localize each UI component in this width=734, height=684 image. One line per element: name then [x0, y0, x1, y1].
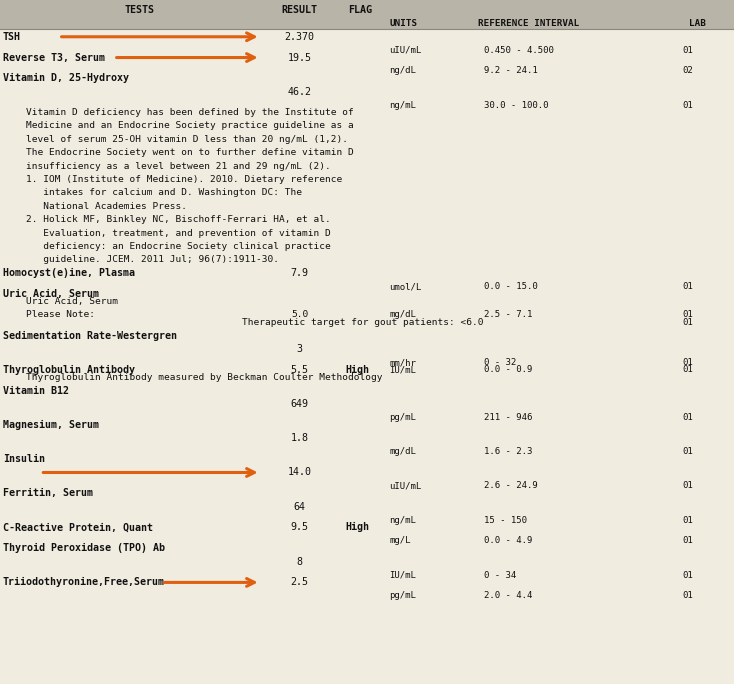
Text: Homocyst(e)ine, Plasma: Homocyst(e)ine, Plasma — [3, 268, 135, 278]
Text: uIU/mL: uIU/mL — [389, 482, 421, 490]
Text: REFERENCE INTERVAL: REFERENCE INTERVAL — [478, 19, 579, 28]
Text: 1.6 - 2.3: 1.6 - 2.3 — [484, 447, 533, 456]
Text: High: High — [346, 365, 370, 375]
Text: Insulin: Insulin — [3, 454, 45, 464]
Text: 0.0 - 0.9: 0.0 - 0.9 — [484, 365, 533, 374]
Text: Ferritin, Serum: Ferritin, Serum — [3, 488, 93, 498]
Text: 0 - 32: 0 - 32 — [484, 358, 517, 367]
Text: intakes for calcium and D. Washington DC: The: intakes for calcium and D. Washington DC… — [3, 189, 302, 198]
Text: National Academies Press.: National Academies Press. — [3, 202, 187, 211]
Text: 14.0: 14.0 — [288, 467, 311, 477]
Text: Evaluation, treatment, and prevention of vitamin D: Evaluation, treatment, and prevention of… — [3, 228, 331, 237]
Text: ng/mL: ng/mL — [389, 516, 416, 525]
Text: 1. IOM (Institute of Medicine). 2010. Dietary reference: 1. IOM (Institute of Medicine). 2010. Di… — [3, 175, 342, 184]
Text: Vitamin D deficiency has been defined by the Institute of: Vitamin D deficiency has been defined by… — [3, 108, 354, 117]
Text: deficiency: an Endocrine Society clinical practice: deficiency: an Endocrine Society clinica… — [3, 242, 331, 251]
Text: ng/mL: ng/mL — [389, 101, 416, 109]
Text: Thyroglobulin Antibody: Thyroglobulin Antibody — [3, 365, 135, 375]
Text: level of serum 25-OH vitamin D less than 20 ng/mL (1,2).: level of serum 25-OH vitamin D less than… — [3, 135, 348, 144]
Text: The Endocrine Society went on to further define vitamin D: The Endocrine Society went on to further… — [3, 148, 354, 157]
Text: 01: 01 — [683, 282, 694, 291]
Text: RESULT: RESULT — [281, 5, 318, 15]
Text: 46.2: 46.2 — [288, 87, 311, 96]
Text: pg/mL: pg/mL — [389, 592, 416, 601]
Text: Medicine and an Endocrine Society practice guideline as a: Medicine and an Endocrine Society practi… — [3, 122, 354, 131]
Text: 0.0 - 15.0: 0.0 - 15.0 — [484, 282, 538, 291]
Text: 01: 01 — [683, 46, 694, 55]
Text: 2.5 - 7.1: 2.5 - 7.1 — [484, 311, 533, 319]
Bar — [0, 0, 734, 29]
Text: pg/mL: pg/mL — [389, 413, 416, 422]
Text: 01: 01 — [683, 482, 694, 490]
Text: mg/dL: mg/dL — [389, 447, 416, 456]
Text: Magnesium, Serum: Magnesium, Serum — [3, 420, 99, 430]
Text: 2.6 - 24.9: 2.6 - 24.9 — [484, 482, 538, 490]
Text: High: High — [346, 523, 370, 532]
Text: 211 - 946: 211 - 946 — [484, 413, 533, 422]
Text: mm/hr: mm/hr — [389, 358, 416, 367]
Text: 2. Holick MF, Binkley NC, Bischoff-Ferrari HA, et al.: 2. Holick MF, Binkley NC, Bischoff-Ferra… — [3, 215, 331, 224]
Text: 3: 3 — [297, 344, 302, 354]
Text: 19.5: 19.5 — [288, 53, 311, 62]
Text: 01: 01 — [683, 536, 694, 545]
Text: 5.0: 5.0 — [291, 311, 308, 319]
Text: 01: 01 — [683, 413, 694, 422]
Text: umol/L: umol/L — [389, 282, 421, 291]
Text: 15 - 150: 15 - 150 — [484, 516, 528, 525]
Text: Thyroglobulin Antibody measured by Beckman Coulter Methodology: Thyroglobulin Antibody measured by Beckm… — [3, 373, 382, 382]
Text: FLAG: FLAG — [349, 5, 372, 15]
Text: Uric Acid, Serum: Uric Acid, Serum — [3, 289, 99, 299]
Text: 01: 01 — [683, 365, 694, 374]
Text: 1.8: 1.8 — [291, 433, 308, 443]
Text: mg/L: mg/L — [389, 536, 410, 545]
Text: C-Reactive Protein, Quant: C-Reactive Protein, Quant — [3, 523, 153, 532]
Text: 01: 01 — [683, 101, 694, 109]
Text: 01: 01 — [683, 570, 694, 579]
Text: 01: 01 — [683, 447, 694, 456]
Text: mg/dL: mg/dL — [389, 311, 416, 319]
Text: IU/mL: IU/mL — [389, 365, 416, 374]
Text: 01: 01 — [683, 311, 694, 319]
Text: Please Note:: Please Note: — [3, 311, 95, 319]
Text: 649: 649 — [291, 399, 308, 409]
Text: ng/dL: ng/dL — [389, 66, 416, 75]
Text: 01: 01 — [683, 358, 694, 367]
Text: uIU/mL: uIU/mL — [389, 46, 421, 55]
Text: 0.450 - 4.500: 0.450 - 4.500 — [484, 46, 554, 55]
Text: insufficiency as a level between 21 and 29 ng/mL (2).: insufficiency as a level between 21 and … — [3, 161, 331, 170]
Text: Triiodothyronine,Free,Serum: Triiodothyronine,Free,Serum — [3, 577, 165, 588]
Text: 0.0 - 4.9: 0.0 - 4.9 — [484, 536, 533, 545]
Text: Therapeutic target for gout patients: <6.0: Therapeutic target for gout patients: <6… — [242, 318, 484, 327]
Text: 02: 02 — [683, 66, 694, 75]
Text: 01: 01 — [683, 318, 694, 327]
Text: Uric Acid, Serum: Uric Acid, Serum — [3, 297, 118, 306]
Text: 2.5: 2.5 — [291, 577, 308, 588]
Text: 64: 64 — [294, 501, 305, 512]
Text: IU/mL: IU/mL — [389, 570, 416, 579]
Text: Reverse T3, Serum: Reverse T3, Serum — [3, 53, 105, 62]
Text: 2.0 - 4.4: 2.0 - 4.4 — [484, 592, 533, 601]
Text: 30.0 - 100.0: 30.0 - 100.0 — [484, 101, 549, 109]
Text: TSH: TSH — [3, 31, 21, 42]
Text: 9.5: 9.5 — [291, 523, 308, 532]
Text: 01: 01 — [683, 516, 694, 525]
Text: 9.2 - 24.1: 9.2 - 24.1 — [484, 66, 538, 75]
Text: guideline. JCEM. 2011 Jul; 96(7):1911-30.: guideline. JCEM. 2011 Jul; 96(7):1911-30… — [3, 256, 279, 265]
Text: 8: 8 — [297, 557, 302, 566]
Text: Vitamin B12: Vitamin B12 — [3, 386, 69, 396]
Text: 2.370: 2.370 — [285, 31, 314, 42]
Text: Sedimentation Rate-Westergren: Sedimentation Rate-Westergren — [3, 331, 177, 341]
Text: Thyroid Peroxidase (TPO) Ab: Thyroid Peroxidase (TPO) Ab — [3, 543, 165, 553]
Text: 7.9: 7.9 — [291, 268, 308, 278]
Text: Vitamin D, 25-Hydroxy: Vitamin D, 25-Hydroxy — [3, 73, 129, 83]
Text: 0 - 34: 0 - 34 — [484, 570, 517, 579]
Text: 5.5: 5.5 — [291, 365, 308, 375]
Text: TESTS: TESTS — [125, 5, 154, 15]
Text: LAB: LAB — [689, 19, 705, 28]
Text: UNITS: UNITS — [390, 19, 418, 28]
Text: 01: 01 — [683, 592, 694, 601]
